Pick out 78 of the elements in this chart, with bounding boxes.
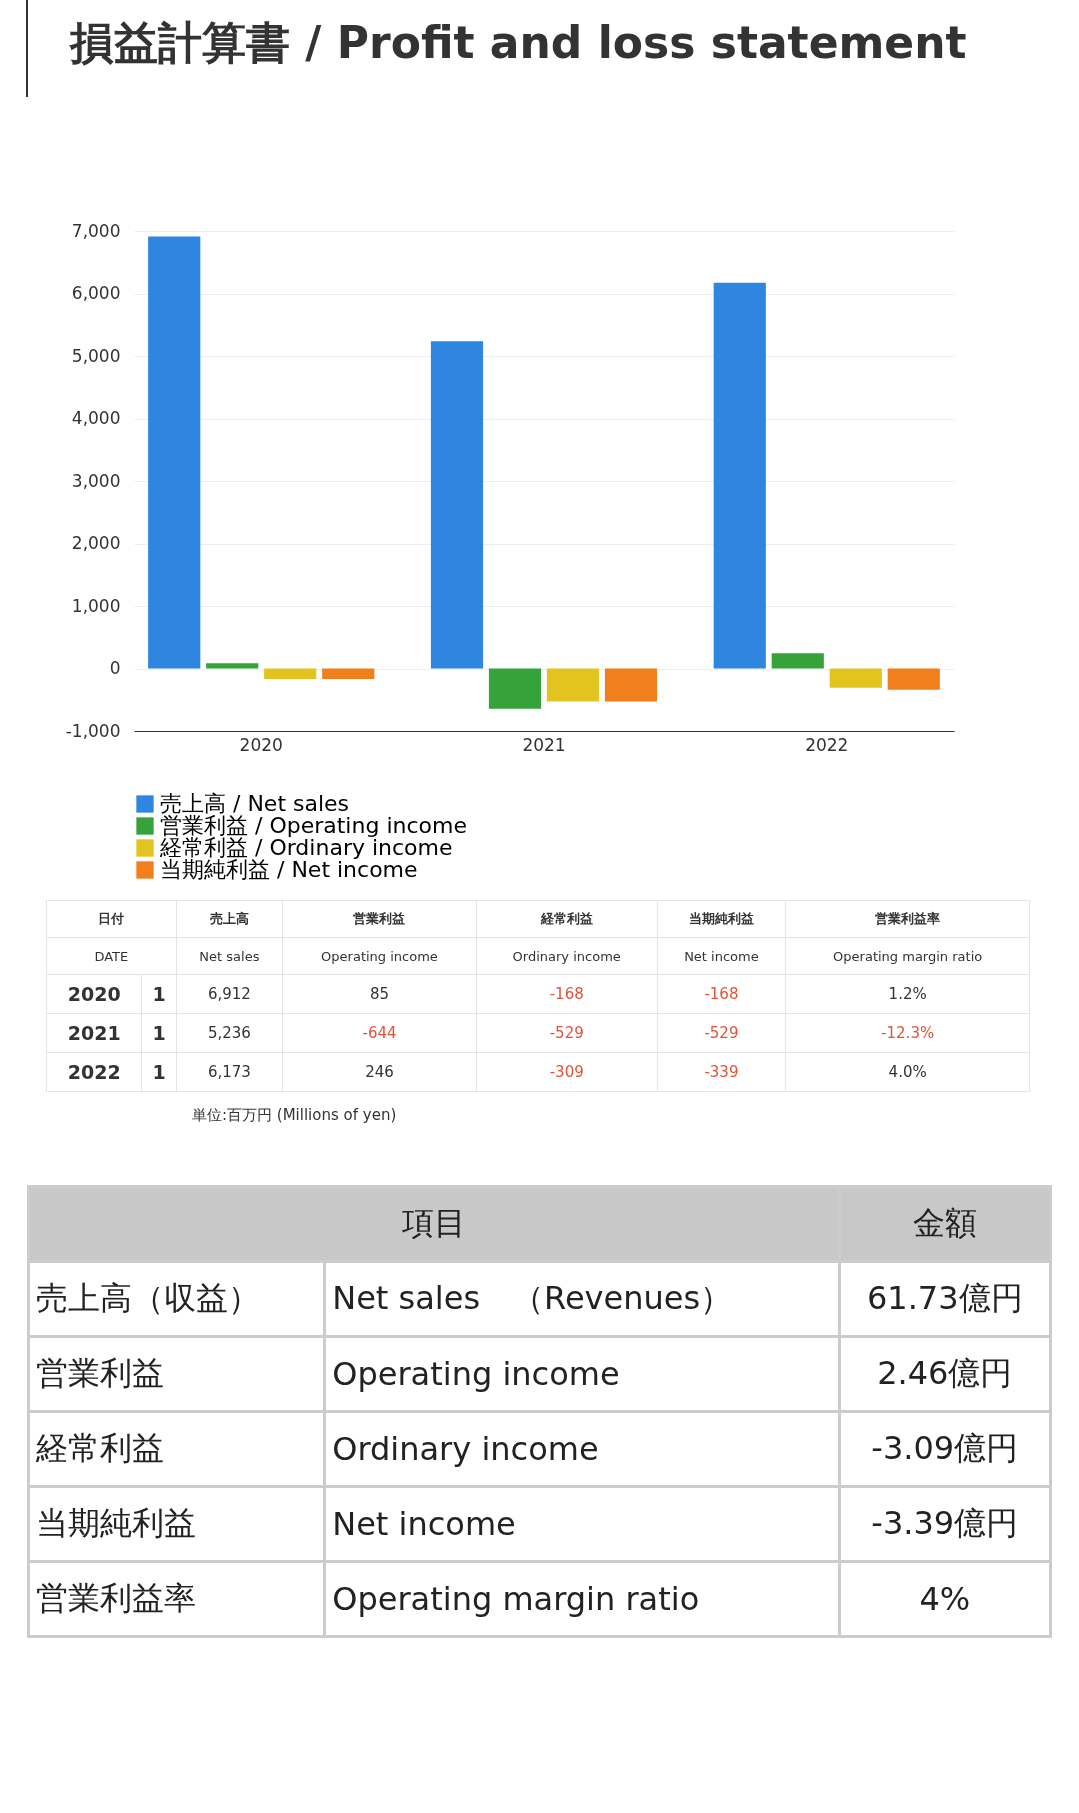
text: -3.09億円 — [839, 1411, 1051, 1487]
text: Operating margin ratio — [324, 1561, 840, 1637]
text: 5,236 — [176, 1013, 283, 1053]
text: 営業利益率 — [28, 1561, 325, 1637]
bar — [713, 282, 766, 669]
text: Operating income — [282, 937, 477, 975]
text: 61.73億円 — [839, 1261, 1051, 1337]
text: 2022 — [46, 1052, 142, 1092]
bar — [264, 668, 317, 679]
y-tick-label: 1,000 — [71, 595, 121, 616]
text: 1 — [141, 974, 177, 1014]
bar — [430, 341, 484, 669]
bar — [771, 653, 824, 669]
chart-title: 損益計算書 / Profit and loss statement — [26, 0, 1079, 97]
text: 1 — [141, 1013, 177, 1053]
text: Ordinary income — [476, 937, 658, 975]
text: 2021 — [46, 1013, 142, 1053]
legend-label: 営業利益 / Operating income — [160, 813, 467, 838]
text: -168 — [657, 974, 786, 1014]
text: Net income — [657, 937, 786, 975]
text: -309 — [476, 1052, 658, 1092]
bar — [488, 668, 542, 709]
text: 2020 — [46, 974, 142, 1014]
text: 4% — [839, 1561, 1051, 1637]
text: 営業利益 — [282, 900, 477, 938]
y-tick-label: -1,000 — [65, 720, 121, 741]
text: 営業利益率 — [785, 900, 1030, 938]
y-tick-label: 3,000 — [71, 470, 121, 491]
text: 売上高（収益） — [28, 1261, 325, 1337]
text: 85 — [282, 974, 477, 1014]
text: 売上高 — [176, 900, 283, 938]
text: -168 — [476, 974, 658, 1014]
text: Net sales （Revenues） — [324, 1261, 840, 1337]
text: 金額 — [839, 1186, 1051, 1262]
bar — [206, 663, 259, 669]
text: 4.0% — [785, 1052, 1030, 1092]
text: Net income — [324, 1486, 840, 1562]
text: 経常利益 — [28, 1411, 325, 1487]
text: 経常利益 — [476, 900, 658, 938]
text: -644 — [282, 1013, 477, 1053]
text: 日付 — [46, 900, 177, 938]
y-tick-label: 7,000 — [71, 220, 121, 241]
y-tick-label: 5,000 — [71, 345, 121, 366]
y-tick-label: 4,000 — [71, 408, 121, 428]
text: -3.39億円 — [839, 1486, 1051, 1562]
bar — [148, 236, 201, 669]
text: 当期純利益 — [657, 900, 786, 938]
y-tick-label: 2,000 — [71, 533, 121, 553]
bar — [887, 668, 940, 690]
text: 1.2% — [785, 974, 1030, 1014]
x-tick-label: 2020 — [239, 734, 283, 755]
text: 項目 — [28, 1186, 840, 1262]
text: -339 — [657, 1052, 786, 1092]
x-tick-label: 2022 — [805, 734, 849, 755]
bar — [829, 668, 882, 688]
text: Operating margin ratio — [785, 937, 1030, 975]
bar — [546, 668, 600, 702]
bar — [604, 668, 658, 702]
bar — [322, 668, 375, 679]
y-tick-label: 6,000 — [71, 283, 121, 303]
text: 単位:百万円 (Millions of yen) — [192, 1106, 398, 1125]
text: 営業利益 — [28, 1336, 325, 1412]
text: Operating income — [324, 1336, 840, 1412]
y-tick-label: 0 — [109, 658, 121, 678]
text: -12.3% — [785, 1013, 1030, 1053]
text: 2.46億円 — [839, 1336, 1051, 1412]
text: 246 — [282, 1052, 477, 1092]
x-tick-label: 2021 — [522, 734, 566, 755]
legend-label: 売上高 / Net sales — [160, 791, 350, 816]
text: Net sales — [176, 937, 283, 975]
text: 6,912 — [176, 974, 283, 1014]
text: 当期純利益 — [28, 1486, 325, 1562]
text: 6,173 — [176, 1052, 283, 1092]
text: 1 — [141, 1052, 177, 1092]
text: -529 — [476, 1013, 658, 1053]
text: DATE — [46, 937, 177, 975]
text: -529 — [657, 1013, 786, 1053]
text: Ordinary income — [324, 1411, 840, 1487]
